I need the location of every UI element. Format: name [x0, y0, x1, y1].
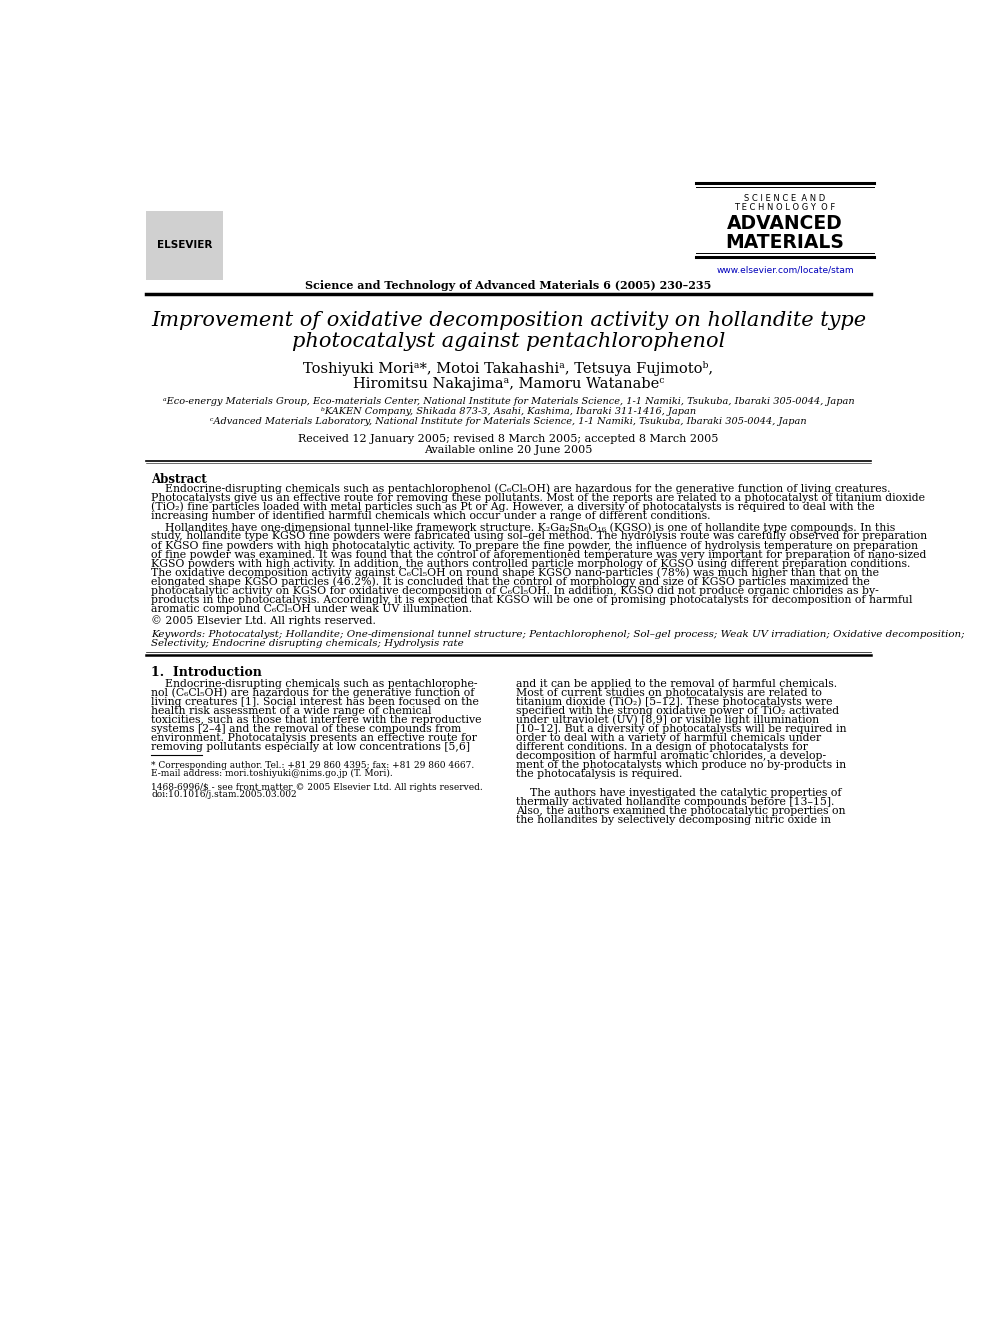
Text: Improvement of oxidative decomposition activity on hollandite type: Improvement of oxidative decomposition a…: [151, 311, 866, 331]
Text: T E C H N O L O G Y  O F: T E C H N O L O G Y O F: [734, 204, 835, 213]
Text: decomposition of harmful aromatic chlorides, a develop-: decomposition of harmful aromatic chlori…: [516, 751, 826, 761]
Text: nol (C₆Cl₅OH) are hazardous for the generative function of: nol (C₆Cl₅OH) are hazardous for the gene…: [151, 688, 474, 699]
Text: study, hollandite type KGSO fine powders were fabricated using sol–gel method. T: study, hollandite type KGSO fine powders…: [151, 532, 928, 541]
Text: ADVANCED: ADVANCED: [727, 214, 843, 233]
Text: environment. Photocatalysis presents an effective route for: environment. Photocatalysis presents an …: [151, 733, 477, 744]
Text: ᵃEco-energy Materials Group, Eco-materials Center, National Institute for Materi: ᵃEco-energy Materials Group, Eco-materia…: [163, 397, 854, 406]
Text: specified with the strong oxidative power of TiO₂ activated: specified with the strong oxidative powe…: [516, 705, 839, 716]
Text: thermally activated hollandite compounds before [13–15].: thermally activated hollandite compounds…: [516, 796, 834, 807]
Text: Also, the authors examined the photocatalytic properties on: Also, the authors examined the photocata…: [516, 806, 845, 816]
Text: Selectivity; Endocrine disrupting chemicals; Hydrolysis rate: Selectivity; Endocrine disrupting chemic…: [151, 639, 464, 648]
Text: Photocatalysts give us an effective route for removing these pollutants. Most of: Photocatalysts give us an effective rout…: [151, 492, 926, 503]
Text: products in the photocatalysis. Accordingly, it is expected that KGSO will be on: products in the photocatalysis. Accordin…: [151, 595, 913, 605]
Text: ᵇKAKEN Company, Shikada 873-3, Asahi, Kashima, Ibaraki 311-1416, Japan: ᵇKAKEN Company, Shikada 873-3, Asahi, Ka…: [320, 407, 696, 417]
Text: doi:10.1016/j.stam.2005.03.002: doi:10.1016/j.stam.2005.03.002: [151, 790, 297, 799]
Text: different conditions. In a design of photocatalysts for: different conditions. In a design of pho…: [516, 742, 808, 751]
Text: 1.  Introduction: 1. Introduction: [151, 667, 262, 679]
Text: ELSEVIER: ELSEVIER: [157, 239, 212, 250]
Text: Hollandites have one-dimensional tunnel-like framework structure. K₂Ga₂Sn₆O₁₆ (K: Hollandites have one-dimensional tunnel-…: [151, 523, 896, 533]
Text: Received 12 January 2005; revised 8 March 2005; accepted 8 March 2005: Received 12 January 2005; revised 8 Marc…: [299, 434, 718, 445]
Text: titanium dioxide (TiO₂) [5–12]. These photocatalysts were: titanium dioxide (TiO₂) [5–12]. These ph…: [516, 697, 832, 708]
Text: * Corresponding author. Tel.: +81 29 860 4395; fax: +81 29 860 4667.: * Corresponding author. Tel.: +81 29 860…: [151, 761, 474, 770]
Text: E-mail address: mori.toshiyuki@nims.go.jp (T. Mori).: E-mail address: mori.toshiyuki@nims.go.j…: [151, 769, 393, 778]
Bar: [146, 212, 223, 280]
Text: photocatalyst against pentachlorophenol: photocatalyst against pentachlorophenol: [292, 332, 725, 351]
Text: of fine powder was examined. It was found that the control of aforementioned tem: of fine powder was examined. It was foun…: [151, 549, 927, 560]
Text: Science and Technology of Advanced Materials 6 (2005) 230–235: Science and Technology of Advanced Mater…: [306, 280, 711, 291]
Text: S C I E N C E  A N D: S C I E N C E A N D: [744, 194, 825, 204]
Text: MATERIALS: MATERIALS: [725, 233, 844, 251]
Text: increasing number of identified harmful chemicals which occur under a range of d: increasing number of identified harmful …: [151, 511, 710, 521]
Text: The oxidative decomposition activity against C₆Cl₅OH on round shape KGSO nano-pa: The oxidative decomposition activity aga…: [151, 568, 879, 578]
Text: © 2005 Elsevier Ltd. All rights reserved.: © 2005 Elsevier Ltd. All rights reserved…: [151, 615, 376, 626]
Text: 1468-6996/$ - see front matter © 2005 Elsevier Ltd. All rights reserved.: 1468-6996/$ - see front matter © 2005 El…: [151, 783, 483, 792]
Text: ᶜAdvanced Materials Laboratory, National Institute for Materials Science, 1-1 Na: ᶜAdvanced Materials Laboratory, National…: [210, 418, 806, 426]
Text: health risk assessment of a wide range of chemical: health risk assessment of a wide range o…: [151, 705, 432, 716]
Text: and it can be applied to the removal of harmful chemicals.: and it can be applied to the removal of …: [516, 679, 837, 688]
Text: Most of current studies on photocatalysis are related to: Most of current studies on photocatalysi…: [516, 688, 822, 697]
Text: Hiromitsu Nakajimaᵃ, Mamoru Watanabeᶜ: Hiromitsu Nakajimaᵃ, Mamoru Watanabeᶜ: [353, 377, 664, 390]
Text: www.elsevier.com/locate/stam: www.elsevier.com/locate/stam: [716, 266, 854, 275]
Text: toxicities, such as those that interfere with the reproductive: toxicities, such as those that interfere…: [151, 714, 482, 725]
Text: Endocrine-disrupting chemicals such as pentachlorophe-: Endocrine-disrupting chemicals such as p…: [151, 679, 477, 688]
Text: of KGSO fine powders with high photocatalytic activity. To prepare the fine powd: of KGSO fine powders with high photocata…: [151, 541, 919, 550]
Text: systems [2–4] and the removal of these compounds from: systems [2–4] and the removal of these c…: [151, 724, 461, 734]
Text: removing pollutants especially at low concentrations [5,6]: removing pollutants especially at low co…: [151, 742, 470, 751]
Text: photocatalytic activity on KGSO for oxidative decomposition of C₆Cl₅OH. In addit: photocatalytic activity on KGSO for oxid…: [151, 586, 879, 595]
Text: order to deal with a variety of harmful chemicals under: order to deal with a variety of harmful …: [516, 733, 821, 744]
Text: Toshiyuki Moriᵃ*, Motoi Takahashiᵃ, Tetsuya Fujimotoᵇ,: Toshiyuki Moriᵃ*, Motoi Takahashiᵃ, Tets…: [304, 361, 713, 376]
Text: the photocatalysis is required.: the photocatalysis is required.: [516, 770, 682, 779]
Text: elongated shape KGSO particles (46.2%). It is concluded that the control of morp: elongated shape KGSO particles (46.2%). …: [151, 577, 870, 587]
Text: The authors have investigated the catalytic properties of: The authors have investigated the cataly…: [516, 787, 841, 798]
Text: ment of the photocatalysts which produce no by-products in: ment of the photocatalysts which produce…: [516, 761, 846, 770]
Text: Abstract: Abstract: [151, 472, 207, 486]
Text: aromatic compound C₆Cl₅OH under weak UV illumination.: aromatic compound C₆Cl₅OH under weak UV …: [151, 605, 472, 614]
Text: Keywords: Photocatalyst; Hollandite; One-dimensional tunnel structure; Pentachlo: Keywords: Photocatalyst; Hollandite; One…: [151, 630, 965, 639]
Text: Available online 20 June 2005: Available online 20 June 2005: [425, 446, 592, 455]
Text: Endocrine-disrupting chemicals such as pentachlorophenol (C₆Cl₅OH) are hazardous: Endocrine-disrupting chemicals such as p…: [151, 484, 891, 495]
Text: KGSO powders with high activity. In addition, the authors controlled particle mo: KGSO powders with high activity. In addi…: [151, 558, 911, 569]
Text: [10–12]. But a diversity of photocatalysts will be required in: [10–12]. But a diversity of photocatalys…: [516, 724, 846, 734]
Text: living creatures [1]. Social interest has been focused on the: living creatures [1]. Social interest ha…: [151, 697, 479, 706]
Text: under ultraviolet (UV) [8,9] or visible light illumination: under ultraviolet (UV) [8,9] or visible …: [516, 714, 819, 725]
Text: the hollandites by selectively decomposing nitric oxide in: the hollandites by selectively decomposi…: [516, 815, 831, 824]
Text: (TiO₂) fine particles loaded with metal particles such as Pt or Ag. However, a d: (TiO₂) fine particles loaded with metal …: [151, 501, 875, 512]
